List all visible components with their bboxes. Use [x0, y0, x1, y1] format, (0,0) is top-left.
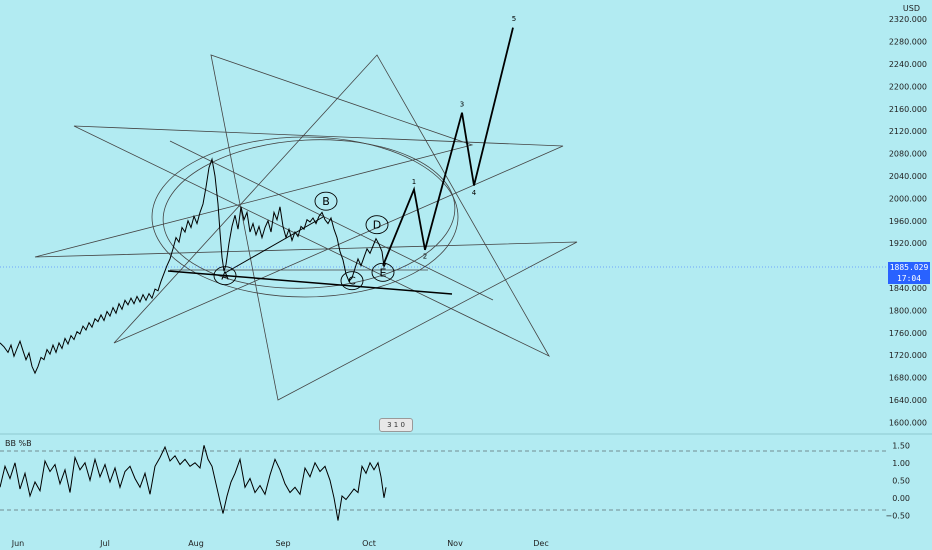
- wave-label-1: 1: [412, 178, 416, 186]
- bb-tick-label: 1.50: [892, 441, 910, 450]
- time-tick-label: Aug: [188, 539, 204, 548]
- price-tick-label: 1720.000: [889, 351, 927, 360]
- price-tick-label: 2080.000: [889, 150, 927, 159]
- wave-projection: [382, 27, 514, 266]
- price-tick-label: 2200.000: [889, 82, 927, 91]
- pattern-label-B: B: [322, 195, 330, 208]
- price-tick-label: 1840.000: [889, 284, 927, 293]
- time-tick-label: Sep: [275, 539, 290, 548]
- price-tick-label: 2160.000: [889, 105, 927, 114]
- price-tick-label: 1960.000: [889, 217, 927, 226]
- pattern-labels: 1 2 3 4 5 A B C D E: [213, 15, 516, 291]
- time-tick-label: Jun: [11, 539, 25, 548]
- countdown-badge: 17:04: [888, 273, 930, 284]
- wave-label-5: 5: [512, 15, 516, 23]
- price-tick-label: 1920.000: [889, 239, 927, 248]
- price-tick-label: 1600.000: [889, 418, 927, 427]
- pattern-circle-C: [340, 271, 364, 291]
- bb-axis[interactable]: 1.50 1.00 0.50 0.00 −0.50: [885, 441, 910, 520]
- pattern-label-D: D: [373, 219, 381, 232]
- time-tick-label: Oct: [362, 539, 376, 548]
- ellipse-drawing-outer: [151, 136, 459, 298]
- pattern-circle-B: [314, 191, 338, 211]
- pattern-label-A: A: [221, 270, 229, 283]
- price-series: [0, 157, 387, 375]
- price-tick-label: 1680.000: [889, 374, 927, 383]
- current-price-badge: 1885.029: [888, 262, 930, 273]
- currency-label: USD: [902, 4, 920, 13]
- pattern-circle-A: [213, 266, 237, 286]
- bb-series: [0, 445, 387, 521]
- price-axis[interactable]: 2320.000 2280.000 2240.000 2200.000 2160.000…: [889, 15, 927, 427]
- price-tick-label: 2040.000: [889, 172, 927, 181]
- bb-tick-label: 0.00: [892, 494, 910, 503]
- bb-tick-label: 0.50: [892, 476, 910, 485]
- ellipse-drawing-inner: [162, 139, 456, 289]
- pattern-label-E: E: [380, 266, 387, 279]
- price-tick-label: 2240.000: [889, 60, 927, 69]
- scroll-to-realtime-button[interactable]: 3 1 0: [379, 418, 413, 432]
- price-tick-label: 2000.000: [889, 194, 927, 203]
- price-tick-label: 2120.000: [889, 127, 927, 136]
- time-tick-label: Jul: [99, 539, 110, 548]
- bb-percent-line: [0, 445, 387, 521]
- wave-label-4: 4: [472, 189, 477, 197]
- trend-line-b: [224, 216, 324, 274]
- bb-indicator-title[interactable]: BB %B: [5, 439, 32, 448]
- price-tick-label: 2280.000: [889, 38, 927, 47]
- drawing-layer: [0, 54, 932, 511]
- support-line: [167, 270, 453, 295]
- price-tick-label: 1760.000: [889, 329, 927, 338]
- price-line: [0, 157, 387, 375]
- bb-tick-label: 1.00: [892, 459, 910, 468]
- time-tick-label: Nov: [447, 539, 463, 548]
- wave-label-3: 3: [460, 101, 464, 109]
- pattern-circle-E: [371, 262, 395, 282]
- price-tick-label: 2320.000: [889, 15, 927, 24]
- pattern-label-C: C: [348, 275, 356, 288]
- projection-path: [382, 27, 514, 266]
- price-tick-label: 1800.000: [889, 306, 927, 315]
- bb-tick-label: −0.50: [885, 511, 910, 520]
- time-axis[interactable]: Jun Jul Aug Sep Oct Nov Dec: [11, 539, 549, 548]
- price-tick-label: 1640.000: [889, 396, 927, 405]
- star-drawing-1: [34, 54, 578, 401]
- wave-label-2: 2: [423, 252, 427, 260]
- star-drawing-2: [73, 54, 564, 357]
- pattern-circle-D: [365, 215, 389, 235]
- time-tick-label: Dec: [533, 539, 548, 548]
